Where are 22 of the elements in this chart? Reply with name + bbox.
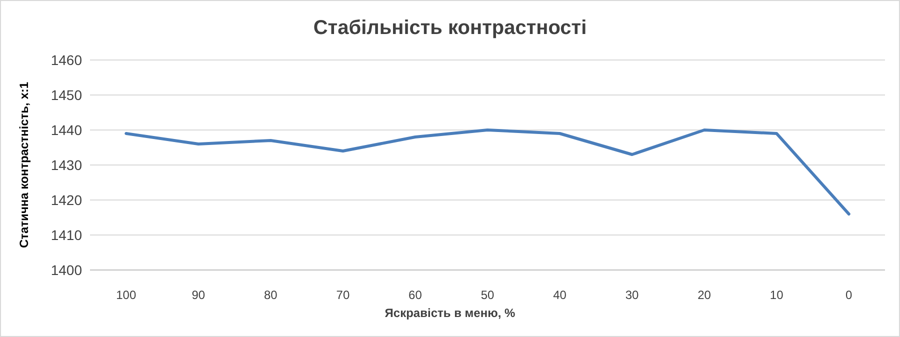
- y-axis-title: Статична контрастність, x:1: [17, 82, 31, 248]
- x-tick-label: 70: [336, 288, 350, 302]
- y-tick-label: 1440: [50, 122, 82, 138]
- line-series: [124, 128, 850, 216]
- x-tick-label: 60: [408, 288, 422, 302]
- chart-title: Стабільність контрастності: [313, 17, 587, 39]
- y-tick-label: 1460: [50, 52, 82, 68]
- y-tick-label: 1450: [50, 86, 82, 103]
- x-axis-title: Яскравість в меню, %: [384, 306, 516, 320]
- x-tick-label: 80: [264, 288, 278, 302]
- y-tick-label: 1430: [50, 156, 82, 173]
- y-tick-label: 1420: [50, 192, 82, 208]
- y-tick-label: 1410: [50, 226, 82, 243]
- x-tick-label: 100: [116, 288, 136, 302]
- y-tick-label: 1400: [50, 262, 82, 278]
- x-tick-label: 90: [192, 288, 206, 302]
- x-tick-label: 0: [846, 288, 853, 302]
- x-tick-label: 10: [770, 288, 784, 302]
- x-tick-label: 50: [480, 288, 494, 302]
- x-tick-label: 30: [625, 288, 640, 302]
- x-tick-label: 40: [553, 288, 567, 302]
- x-tick-label: 20: [698, 288, 712, 302]
